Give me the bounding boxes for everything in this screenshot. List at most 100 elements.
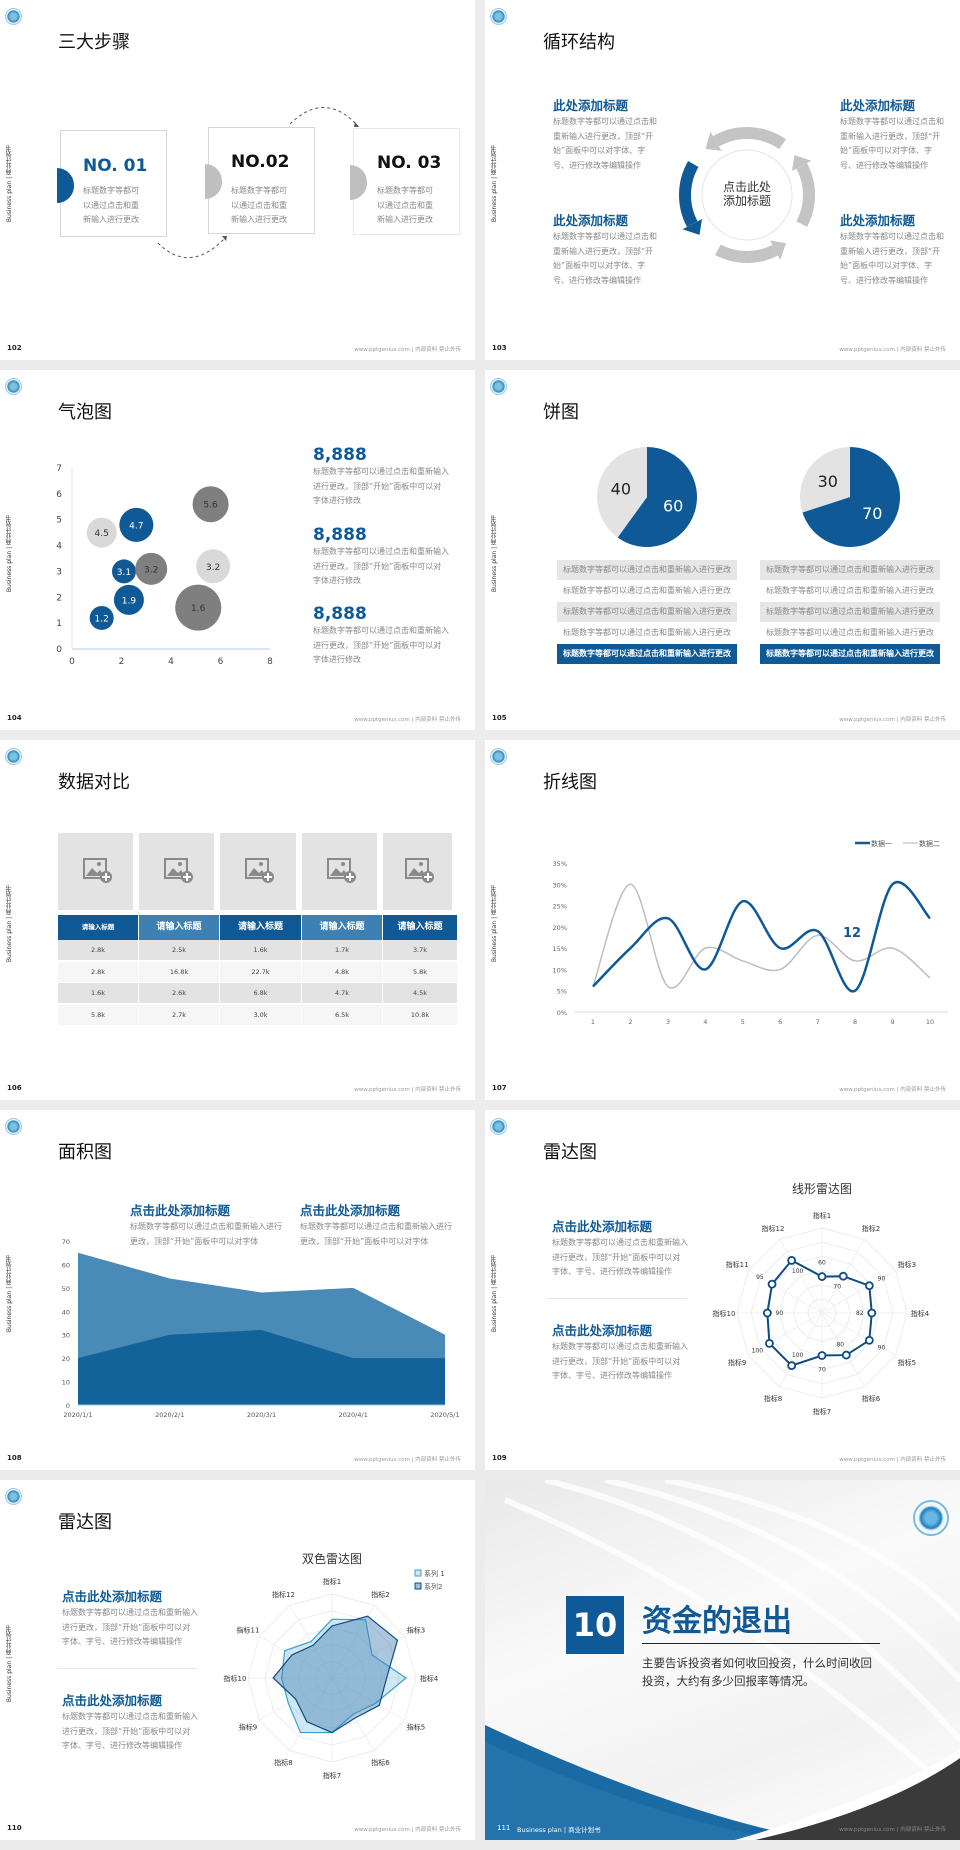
bubble [111, 559, 136, 584]
note-text: 标题数字等都可以通过点击和重新输入 进行更改，顶部“开始”面板中可以对 字体、字… [62, 1608, 198, 1646]
x-tick-label: 1 [591, 1018, 595, 1026]
cycle-center-label: 点击此处 添加标题 [722, 180, 771, 208]
bubble [86, 517, 117, 548]
bubble [113, 584, 144, 615]
radar-axis-label: 指标10 [224, 1674, 247, 1683]
table-cell: 5.8k [383, 961, 458, 983]
bubble-label: 4.7 [129, 521, 143, 531]
slide-108[interactable]: 面积图 0 10 20 30 40 50 60 70 2020/1/1 2020/2/1 2020/… [0, 1110, 475, 1470]
slide-102[interactable]: 三大步骤 NO. 01 NO.02 NO. 03 标题数字等都可 以通过点击和重… [0, 0, 475, 360]
image-add-icon [245, 858, 274, 883]
section-description: 主要告诉投资者如何收回投资，什么时间收回 投资，大约有多少回报率等情况。 [642, 1656, 872, 1688]
step-number-1: NO. 01 [83, 156, 148, 176]
slide-106[interactable]: 数据对比 请输入标题 请输入标题 请输入标题 请输入标题 请输入标题 2.8k 2.5k 1.… [0, 740, 475, 1100]
slide-111-section[interactable]: 10 资金的退出 主要告诉投资者如何收回投资，什么时间收回 投资，大约有多少回报… [485, 1480, 960, 1840]
table-header-cell: 请输入标题 [383, 915, 458, 940]
x-tick-label: 6 [778, 1018, 782, 1026]
logo [5, 378, 22, 395]
table-cell: 5.8k [58, 1004, 139, 1026]
pie-legend-row: 标题数字等都可以通过点击和重新输入进行更改 [766, 628, 934, 637]
radar-value-label: 82 [856, 1310, 864, 1317]
step-text-1: 标题数字等都可 以通过点击和重 新输入进行更改 [83, 186, 139, 224]
slide-103[interactable]: 循环结构 点击此处 添加标题 此处添加标题 标题数字等都可以通过点击和 重新输入… [485, 0, 960, 360]
y-tick-label: 10% [553, 966, 567, 974]
slide-title: 数据对比 [58, 772, 130, 793]
note-heading: 点击此处添加标题 [62, 1693, 163, 1708]
step-card-1 [60, 130, 167, 237]
stat-text: 标题数字等都可以通过点击和重新输入 进行更改，顶部“开始”面板中可以对 字体进行… [313, 467, 449, 505]
y-tick-label: 4 [56, 542, 62, 552]
radar-axis-label: 指标5 [898, 1358, 916, 1367]
note-text: 标题数字等都可以通过点击和重新输入进行 更改，顶部“开始”面板中可以对字体 [300, 1222, 452, 1246]
footer-note: www.pptgenius.com | 内部资料 禁止外传 [839, 1457, 946, 1463]
image-placeholder[interactable] [220, 833, 296, 910]
x-tick-label: 2020/4/1 [339, 1411, 368, 1419]
area-chart: 0 10 20 30 40 50 60 70 2020/1/1 2020/2/1 2020/3/1 2… [62, 1238, 460, 1419]
stat-block: 8,888 标题数字等都可以通过点击和重新输入 进行更改，顶部“开始”面板中可以… [313, 445, 449, 509]
chart-title: 双色雷达图 [302, 1552, 362, 1566]
page-number: 107 [492, 1084, 507, 1092]
slide-105[interactable]: 饼图 60 40 70 30 标题数字等都可以通过点击和重新输入进行更改 标题数字等都可… [485, 370, 960, 730]
y-tick-label: 25% [553, 903, 567, 911]
stat-value: 8,888 [313, 604, 367, 624]
pie-slice [800, 447, 850, 513]
pie-legend-row: 标题数字等都可以通过点击和重新输入进行更改 [563, 586, 731, 595]
x-tick-label: 7 [816, 1018, 820, 1026]
chart-title: 线形雷达图 [792, 1182, 852, 1196]
bubble-label: 3.2 [206, 563, 220, 573]
slide-104[interactable]: 气泡图 0 2 4 6 8 0 1 2 3 4 5 6 7 1.2 1.9 3.1 4.7 4.5 3.2 3.2 5.… [0, 370, 475, 730]
radar-axis-label: 指标3 [407, 1626, 425, 1635]
radar-spoke [748, 1270, 823, 1314]
section-number-badge: 10 [566, 1596, 624, 1654]
note-heading: 点击此处添加标题 [62, 1589, 163, 1604]
x-tick-label: 2 [628, 1018, 632, 1026]
vertical-brand-label: Business plan | 商业计划书 [6, 885, 13, 963]
y-tick-label: 15% [553, 945, 567, 953]
line-series [592, 883, 931, 989]
note-text: 标题数字等都可以通过点击和重新输入进行 更改，顶部“开始”面板中可以对字体 [130, 1222, 282, 1246]
table-cell: 2.8k [58, 940, 139, 961]
radar-point [787, 1361, 797, 1370]
step-marker-2 [205, 164, 222, 199]
note-heading: 点击此处添加标题 [300, 1203, 401, 1218]
radar-axis-label: 指标6 [371, 1758, 390, 1767]
radar-axis-label: 指标1 [323, 1577, 341, 1586]
stat-block: 8,888 标题数字等都可以通过点击和重新输入 进行更改，顶部“开始”面板中可以… [313, 525, 449, 589]
cycle-item-heading: 此处添加标题 [553, 213, 629, 228]
step-number-3: NO. 03 [377, 153, 442, 173]
logo [5, 748, 22, 765]
image-placeholder[interactable] [383, 833, 452, 910]
note-text: 标题数字等都可以通过点击和重新输入 进行更改，顶部“开始”面板中可以对 字体、字… [552, 1238, 688, 1276]
step-connectors [157, 107, 359, 258]
slide-110[interactable]: 雷达图 点击此处添加标题 标题数字等都可以通过点击和重新输入 进行更改，顶部“开… [0, 1480, 475, 1840]
x-tick-label: 0 [69, 657, 75, 667]
table-cell: 10.8k [383, 1004, 458, 1026]
note-heading: 点击此处添加标题 [130, 1203, 231, 1218]
step-marker-3 [350, 165, 367, 200]
radar-axis-label: 指标10 [713, 1309, 736, 1318]
x-tick-label: 10 [926, 1018, 934, 1026]
stat-text: 标题数字等都可以通过点击和重新输入 进行更改，顶部“开始”面板中可以对 字体进行… [313, 547, 449, 585]
image-placeholder[interactable] [302, 833, 377, 910]
x-tick-label: 6 [218, 657, 224, 667]
table-cell: 2.5k [139, 940, 220, 961]
radar-point [787, 1256, 797, 1265]
slide-109[interactable]: 雷达图 点击此处添加标题 标题数字等都可以通过点击和重新输入 进行更改，顶部“开… [485, 1110, 960, 1470]
logo-large [913, 1500, 949, 1536]
bubble [175, 584, 222, 631]
radar-spoke [331, 1677, 405, 1721]
logo [490, 748, 507, 765]
radar-point [864, 1281, 874, 1291]
table-cell: 1.6k [58, 983, 139, 1004]
bubble [89, 605, 114, 630]
x-tick-label: 4 [703, 1018, 707, 1026]
page-number: 111 [497, 1824, 511, 1832]
slide-107[interactable]: 折线图 0% 5% 10% 15% 20% 25% 30% 35% 1 2 3 4 5 6 7 8 9 10 12 数… [485, 740, 960, 1100]
radar-value-label: 70 [818, 1367, 826, 1374]
note-text: 标题数字等都可以通过点击和重新输入 进行更改，顶部“开始”面板中可以对 字体、字… [552, 1342, 688, 1380]
radar-axis-label: 指标7 [323, 1771, 341, 1780]
image-placeholder[interactable] [58, 833, 133, 910]
image-placeholder[interactable] [139, 833, 214, 910]
radar-axis-label: 指标5 [407, 1723, 425, 1732]
logo [490, 8, 507, 25]
